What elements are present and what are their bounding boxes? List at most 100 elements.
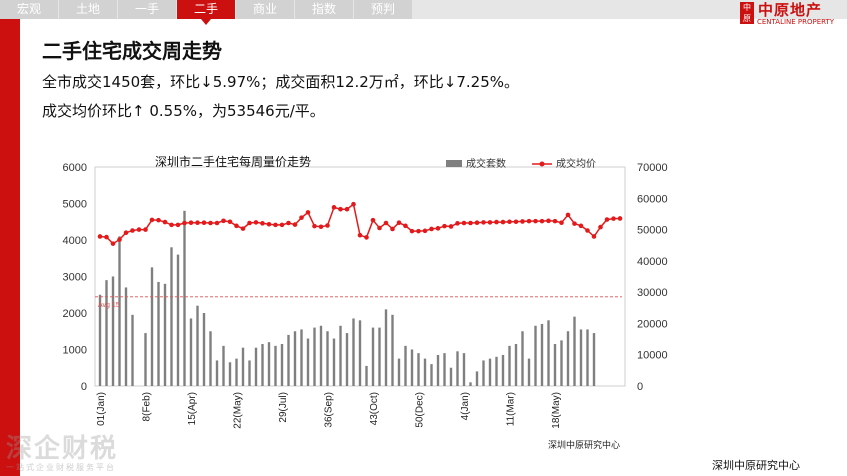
bar-mark [410, 349, 414, 386]
bar-mark [404, 345, 407, 386]
summary-volume: 全市成交1450套，环比↓5.97%；成交面积12.2万㎡，环比↓7.25%。 [42, 73, 520, 91]
price-point [299, 215, 304, 220]
bar-mark [306, 338, 310, 386]
bar-mark [215, 360, 219, 386]
bar-mark [202, 313, 206, 386]
bar-mark [475, 371, 479, 386]
price-point [104, 234, 109, 240]
bar-mark [436, 354, 440, 386]
bar-mark [98, 294, 102, 386]
logo-name-cn: 中原地产 [758, 1, 823, 19]
tab-commercial[interactable]: 商业 [236, 0, 294, 19]
bar-mark [501, 354, 505, 386]
bar-mark [287, 334, 290, 386]
bar-mark [241, 347, 245, 386]
bar-mark [222, 345, 225, 386]
price-point [175, 222, 181, 228]
price-point [533, 218, 538, 224]
price-point [227, 219, 233, 225]
bar-mark [157, 281, 160, 386]
bar-mark [313, 327, 316, 386]
x-tick-label: 15(Apr) [187, 392, 198, 425]
price-point [377, 225, 382, 231]
price-point [565, 212, 571, 218]
price-point [260, 221, 265, 226]
page-title: 二手住宅成交周走势 [42, 39, 222, 63]
price-point [286, 220, 291, 226]
price-point [572, 221, 577, 226]
tab-index[interactable]: 指数 [295, 0, 353, 19]
price-point [214, 220, 220, 226]
price-point [598, 224, 603, 230]
bar-mark [326, 331, 329, 386]
bar-mark [274, 345, 277, 386]
tab-new-home[interactable]: 一手 [118, 0, 176, 19]
price-point [331, 205, 337, 210]
y-right-tick-label: 20000 [637, 318, 668, 330]
price-point [182, 220, 187, 226]
bar-mark [124, 287, 128, 386]
price-point [591, 234, 597, 239]
bar-mark [566, 331, 570, 386]
bar-mark [449, 367, 453, 386]
price-point [234, 223, 239, 229]
bar-mark [592, 333, 596, 386]
bar-mark [248, 360, 251, 386]
x-tick-label: 4(Jan) [460, 392, 471, 420]
watermark-brand: 深企财税 一站式企业财税服务平台 [2, 428, 162, 476]
bar-mark [384, 309, 388, 386]
bar-mark [469, 382, 472, 386]
bar-mark [261, 344, 264, 386]
legend-line-marker [539, 161, 545, 167]
price-point [585, 228, 590, 233]
legend-bar-label: 成交套数 [466, 157, 506, 170]
logo-mark-icon: 中原 [740, 2, 754, 24]
price-point [357, 232, 363, 238]
price-point [143, 227, 148, 232]
bar-mark [170, 247, 173, 386]
bar-mark [423, 358, 427, 386]
watermark-big-text: 深企财税 [6, 434, 119, 464]
bar-mark [332, 338, 336, 386]
tab-land[interactable]: 土地 [59, 0, 117, 19]
bar-mark [365, 365, 368, 386]
bar-mark [339, 325, 342, 386]
price-point [325, 223, 330, 228]
bar-mark [176, 254, 180, 386]
tab-forecast[interactable]: 预判 [354, 0, 412, 19]
bar-mark [183, 210, 186, 386]
bar-mark [150, 267, 154, 386]
y-right-tick-label: 10000 [637, 350, 668, 362]
watermark-small-text: 一站式企业财税服务平台 [6, 463, 116, 472]
price-point [396, 220, 402, 225]
price-point [221, 218, 226, 224]
price-point [474, 220, 480, 225]
price-point [520, 219, 525, 224]
y-left-tick-label: 3000 [63, 272, 87, 284]
x-tick-label: 18(May) [551, 392, 562, 429]
tab-second-hand[interactable]: 二手 [177, 0, 235, 25]
price-point [429, 226, 434, 232]
price-point [494, 219, 499, 225]
price-point [513, 219, 519, 225]
price-point [370, 217, 376, 223]
bar-mark [105, 280, 108, 386]
bar-mark [319, 325, 323, 386]
bar-mark [280, 344, 284, 386]
logo-name-en: CENTALINE PROPERTY [757, 18, 835, 26]
y-right-tick-label: 30000 [637, 287, 668, 299]
x-tick-label: 22(May) [233, 392, 244, 429]
price-point [305, 210, 311, 215]
price-point [318, 224, 324, 230]
price-point [383, 220, 389, 226]
bar-mark [443, 353, 446, 386]
brand-logo: 中原 中原地产 CENTALINE PROPERTY [738, 0, 838, 30]
price-point [500, 219, 506, 225]
price-point [188, 220, 194, 225]
footer-org: 深圳中原研究中心 [712, 459, 800, 472]
price-point [351, 201, 356, 207]
bar-mark [514, 344, 518, 386]
tab-macro[interactable]: 宏观 [0, 0, 58, 19]
bar-mark [540, 323, 544, 386]
